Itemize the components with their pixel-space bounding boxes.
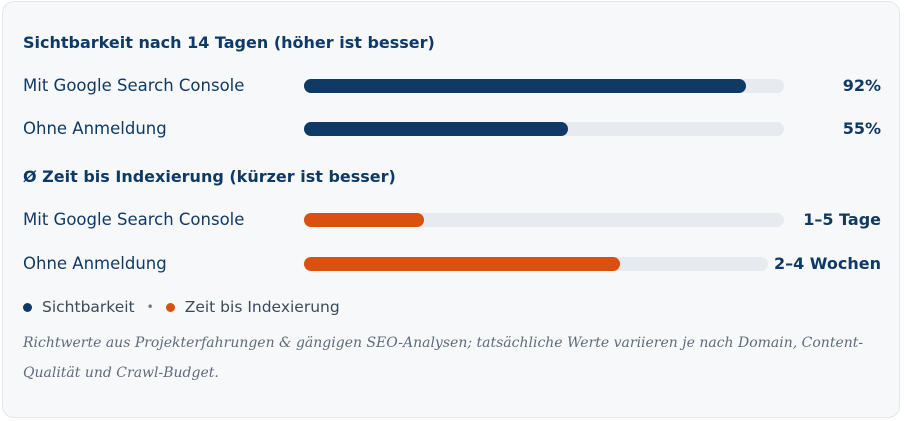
visibility-value-label: 55% [842,119,881,138]
indexing-bar-track [304,213,784,227]
visibility-category-label: Ohne Anmeldung [23,119,167,138]
visibility-bar [304,122,568,136]
legend-label-indexing: Zeit bis Indexierung [184,298,340,316]
visibility-bar-track [304,79,784,93]
indexing-category-label: Mit Google Search Console [23,210,245,229]
indexing-value-label: 1–5 Tage [803,210,881,229]
visibility-row-gsc: Mit Google Search Console 92% [23,74,881,98]
footnote: Richtwerte aus Projekterfahrungen & gäng… [23,335,864,381]
indexing-bar [304,213,424,227]
visibility-bar-track [304,122,784,136]
legend-marker-visibility [23,302,32,312]
indexing-value-label: 2–4 Wochen [773,254,881,273]
indexing-bar-track [304,257,768,271]
legend-label-visibility: Sichtbarkeit [42,298,135,316]
visibility-section-title: Sichtbarkeit nach 14 Tagen (höher ist be… [23,33,435,52]
visibility-row-no-signup: Ohne Anmeldung 55% [23,117,881,141]
legend-separator: • [146,300,154,314]
visibility-bar [304,79,746,93]
legend-marker-indexing [165,302,175,312]
chart-legend: Sichtbarkeit • Zeit bis Indexierung [23,296,340,318]
indexing-section-title: Ø Zeit bis Indexierung (kürzer ist besse… [23,167,396,186]
indexing-bar [304,257,620,271]
visibility-value-label: 92% [842,76,881,95]
visibility-category-label: Mit Google Search Console [23,76,245,95]
indexing-row-no-signup: Ohne Anmeldung 2–4 Wochen [23,252,881,276]
indexing-category-label: Ohne Anmeldung [23,254,167,273]
indexing-row-gsc: Mit Google Search Console 1–5 Tage [23,208,881,232]
